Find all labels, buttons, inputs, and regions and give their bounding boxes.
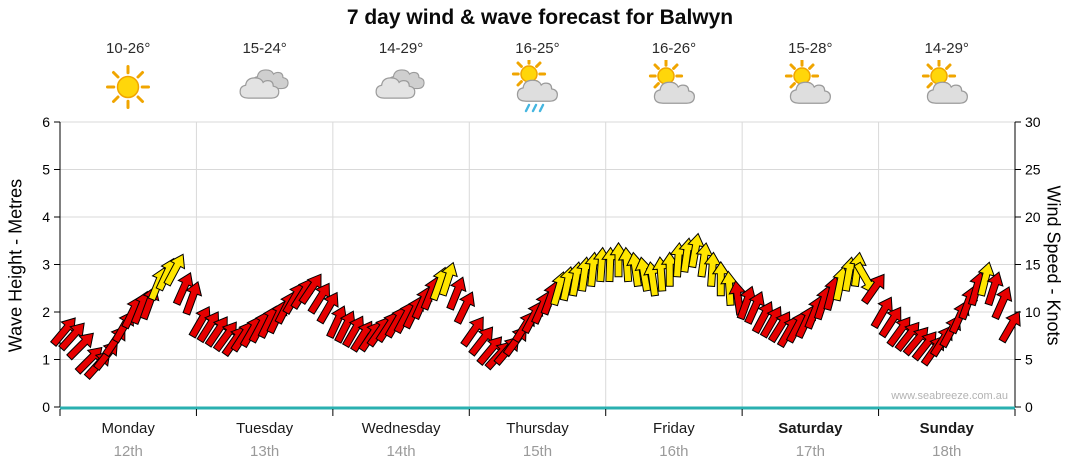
day-date-row: 12th 13th 14th 15th 16th 17th 18th xyxy=(60,443,1015,460)
sun-and-cloud-icon xyxy=(742,60,878,116)
day-date-tuesday: 13th xyxy=(250,443,280,460)
temp-range-saturday: 15-28° xyxy=(788,40,833,57)
svg-text:0: 0 xyxy=(1025,399,1033,415)
svg-text:25: 25 xyxy=(1025,162,1041,178)
svg-text:2: 2 xyxy=(42,304,50,320)
wind-arrow xyxy=(316,291,339,325)
svg-text:30: 30 xyxy=(1025,114,1041,130)
wind-arrow xyxy=(66,332,94,361)
sun-icon xyxy=(60,60,196,116)
temp-range-thursday: 16-25° xyxy=(515,40,560,57)
day-date-friday: 16th xyxy=(659,443,689,460)
svg-text:5: 5 xyxy=(1025,352,1033,368)
day-label-wednesday: Wednesday xyxy=(361,420,441,437)
temp-range-friday: 16-26° xyxy=(651,40,697,57)
wind-arrow xyxy=(438,261,458,297)
clouds-icon xyxy=(196,60,332,116)
clouds-icon xyxy=(333,60,469,116)
day-date-thursday: 15th xyxy=(522,443,553,460)
sun-showers-icon xyxy=(469,60,605,116)
page-title: 7 day wind & wave forecast for Balwyn xyxy=(346,6,734,29)
weather-icon-row xyxy=(60,60,1015,116)
day-label-sunday: Sunday xyxy=(919,420,974,437)
left-axis-title: Wave Height - Metres xyxy=(5,178,26,353)
svg-text:15: 15 xyxy=(1025,257,1041,273)
sun-and-cloud-icon xyxy=(606,60,742,116)
day-date-sunday: 18th xyxy=(932,443,962,460)
svg-text:4: 4 xyxy=(42,209,50,225)
svg-text:0: 0 xyxy=(42,399,50,415)
day-date-monday: 12th xyxy=(113,443,143,460)
day-date-wednesday: 14th xyxy=(386,443,416,460)
temp-range-tuesday: 15-24° xyxy=(242,40,287,57)
wind-arrow xyxy=(991,286,1013,321)
sun-and-cloud-icon xyxy=(879,60,1015,116)
svg-text:5: 5 xyxy=(42,162,50,178)
right-axis-title: Wind Speed - Knots xyxy=(1043,185,1064,346)
svg-text:6: 6 xyxy=(42,114,50,130)
wind-arrow xyxy=(984,271,1004,307)
day-label-tuesday: Tuesday xyxy=(236,420,294,437)
temp-range-sunday: 14-29° xyxy=(924,40,969,57)
day-label-friday: Friday xyxy=(653,420,695,437)
watermark: www.seabreeze.com.au xyxy=(891,390,1008,402)
day-label-thursday: Thursday xyxy=(506,420,569,437)
day-label-monday: Monday xyxy=(101,420,155,437)
svg-text:20: 20 xyxy=(1025,209,1041,225)
wind-arrow xyxy=(453,291,476,325)
wind-arrow xyxy=(182,280,203,316)
day-name-row: Monday Tuesday Wednesday Thursday Friday… xyxy=(60,420,1015,437)
svg-text:10: 10 xyxy=(1025,304,1041,320)
wind-arrow xyxy=(446,276,467,311)
svg-text:1: 1 xyxy=(42,352,50,368)
wind-arrow xyxy=(860,273,885,305)
wind-arrow xyxy=(163,253,186,287)
wind-arrow xyxy=(998,310,1021,344)
wind-arrow xyxy=(977,261,995,297)
day-label-saturday: Saturday xyxy=(778,420,843,437)
temp-range-monday: 10-26° xyxy=(106,40,151,57)
temperature-row: 10-26° 15-24° 14-29° 16-25° 16-26° 15-28… xyxy=(60,40,1015,57)
temp-range-wednesday: 14-29° xyxy=(378,40,424,57)
day-date-saturday: 17th xyxy=(795,443,825,460)
svg-text:3: 3 xyxy=(42,257,50,273)
